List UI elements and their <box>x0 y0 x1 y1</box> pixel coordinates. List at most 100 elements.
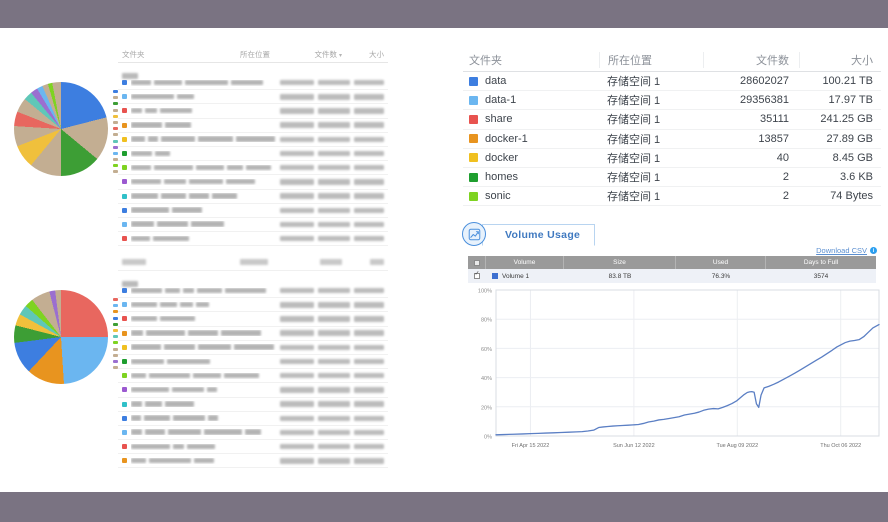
cell-filecount-redacted <box>318 193 350 199</box>
table-row[interactable]: docker 存储空间 1 40 8.45 GB <box>463 149 881 168</box>
table-row[interactable] <box>118 161 388 176</box>
legend-swatch <box>113 341 118 345</box>
table-row[interactable] <box>118 90 388 105</box>
table-row[interactable]: sonic 存储空间 1 2 74 Bytes <box>463 187 881 207</box>
cell-size-redacted <box>354 358 384 365</box>
table-row[interactable] <box>118 327 388 341</box>
table-row[interactable]: homes 存储空间 1 2 3.6 KB <box>463 168 881 188</box>
cell-size-redacted <box>354 193 384 199</box>
table-row[interactable] <box>118 369 388 384</box>
y-axis-tick-label: 100% <box>478 289 492 295</box>
legend-swatch <box>113 170 118 174</box>
column-header-size[interactable]: 大小 <box>799 51 881 68</box>
table-row[interactable] <box>118 104 388 119</box>
cell-location-redacted <box>280 179 314 185</box>
info-badge-icon[interactable]: i <box>870 247 877 254</box>
table-row[interactable] <box>118 383 388 398</box>
cell-size-redacted <box>354 287 384 294</box>
table-row[interactable] <box>118 312 388 327</box>
column-header-folder[interactable]: 文件夹 <box>469 54 502 67</box>
column-header-size[interactable] <box>342 258 388 267</box>
folder-color-swatch <box>469 95 478 105</box>
folder-color-swatch <box>122 429 127 435</box>
cell-size-redacted <box>354 179 384 185</box>
column-header-folder[interactable] <box>118 258 240 267</box>
column-header-size[interactable]: Size <box>564 256 676 269</box>
cell-location: 存储空间 1 <box>607 191 661 204</box>
volume-table-row[interactable]: Volume 1 83.8 TB 76.3% 3574 <box>468 269 876 283</box>
table-row[interactable] <box>118 440 388 455</box>
cell-used: 76.3% <box>711 272 731 280</box>
download-csv-link[interactable]: Download CSV i <box>816 246 877 255</box>
legend-swatch <box>113 127 118 131</box>
cell-location: 存储空间 1 <box>607 172 661 185</box>
cell-filecount-redacted <box>318 443 350 450</box>
column-header-filecount[interactable]: 文件数 ▾ <box>292 49 342 60</box>
table-row[interactable] <box>118 190 388 204</box>
cell-size-redacted <box>354 108 384 114</box>
column-header-used[interactable]: Used <box>676 256 766 269</box>
column-header-filecount[interactable] <box>292 258 342 267</box>
table-row[interactable] <box>118 398 388 412</box>
cell-size-redacted <box>354 150 384 157</box>
cell-filecount-redacted <box>318 207 350 214</box>
table-row[interactable] <box>118 284 388 299</box>
folder-color-swatch <box>122 401 127 407</box>
table-row[interactable] <box>118 218 388 233</box>
table-row[interactable] <box>118 133 388 147</box>
table-subheader-redacted <box>118 63 388 79</box>
cell-days-to-full: 3574 <box>813 272 829 280</box>
cell-size-redacted <box>354 207 384 214</box>
select-all-cell[interactable] <box>468 256 486 269</box>
table-row[interactable] <box>118 204 388 218</box>
cell-size-redacted <box>354 316 384 322</box>
column-header-folder[interactable]: 文件夹 <box>122 49 145 59</box>
legend-swatch <box>113 347 118 351</box>
cell-filecount: 13857 <box>758 132 789 145</box>
column-header-days-to-full[interactable]: Days to Full <box>803 259 839 266</box>
cell-size-redacted <box>354 302 384 308</box>
table-row[interactable] <box>118 341 388 355</box>
table-row[interactable] <box>118 426 388 441</box>
chart-series-line <box>495 323 880 436</box>
table-row[interactable] <box>118 454 388 469</box>
column-header-filecount[interactable]: 文件数 <box>703 51 799 68</box>
table-row[interactable] <box>118 232 388 247</box>
cell-folder-redacted <box>131 221 280 227</box>
cell-filecount-redacted <box>318 415 350 422</box>
select-all-checkbox[interactable] <box>473 259 480 266</box>
column-header-size[interactable]: 大小 <box>369 49 384 59</box>
cell-size: 241.25 GB <box>820 113 873 126</box>
column-header-location[interactable]: 所在位置 <box>599 51 703 68</box>
column-header-volume[interactable]: Volume <box>486 256 564 269</box>
cell-folder-redacted <box>131 330 280 336</box>
table-row[interactable]: data-1 存储空间 1 29356381 17.97 TB <box>463 91 881 111</box>
cell-size-redacted <box>354 235 384 242</box>
download-csv-label: Download CSV <box>816 246 867 255</box>
folder-color-swatch <box>469 191 478 201</box>
table-row[interactable] <box>118 76 388 91</box>
table-row[interactable] <box>118 147 388 162</box>
folder-color-swatch <box>122 179 127 185</box>
table-row[interactable]: docker-1 存储空间 1 13857 27.89 GB <box>463 130 881 149</box>
table-row[interactable]: data 存储空间 1 28602027 100.21 TB <box>463 72 881 92</box>
tab-volume-usage[interactable]: Volume Usage <box>482 224 596 246</box>
cell-folder: docker-1 <box>463 133 599 145</box>
column-header-location[interactable]: 所在位置 <box>240 49 270 59</box>
table-row[interactable] <box>118 355 388 370</box>
cell-folder-redacted <box>131 415 280 421</box>
cell-folder-redacted <box>131 107 280 114</box>
table-row[interactable] <box>118 298 388 313</box>
table-row[interactable]: share 存储空间 1 35111 241.25 GB <box>463 110 881 130</box>
cell-filecount-redacted <box>318 458 350 464</box>
column-header-location[interactable] <box>240 258 292 267</box>
row-checkbox[interactable] <box>474 271 480 279</box>
table-row[interactable] <box>118 412 388 426</box>
row-select-cell[interactable] <box>468 271 486 279</box>
cell-location-redacted <box>280 207 314 214</box>
table-row[interactable] <box>118 175 388 190</box>
cell-location-redacted <box>280 443 314 450</box>
cell-location-redacted <box>280 302 314 308</box>
cell-size: 17.97 TB <box>828 94 873 107</box>
table-row[interactable] <box>118 119 388 133</box>
